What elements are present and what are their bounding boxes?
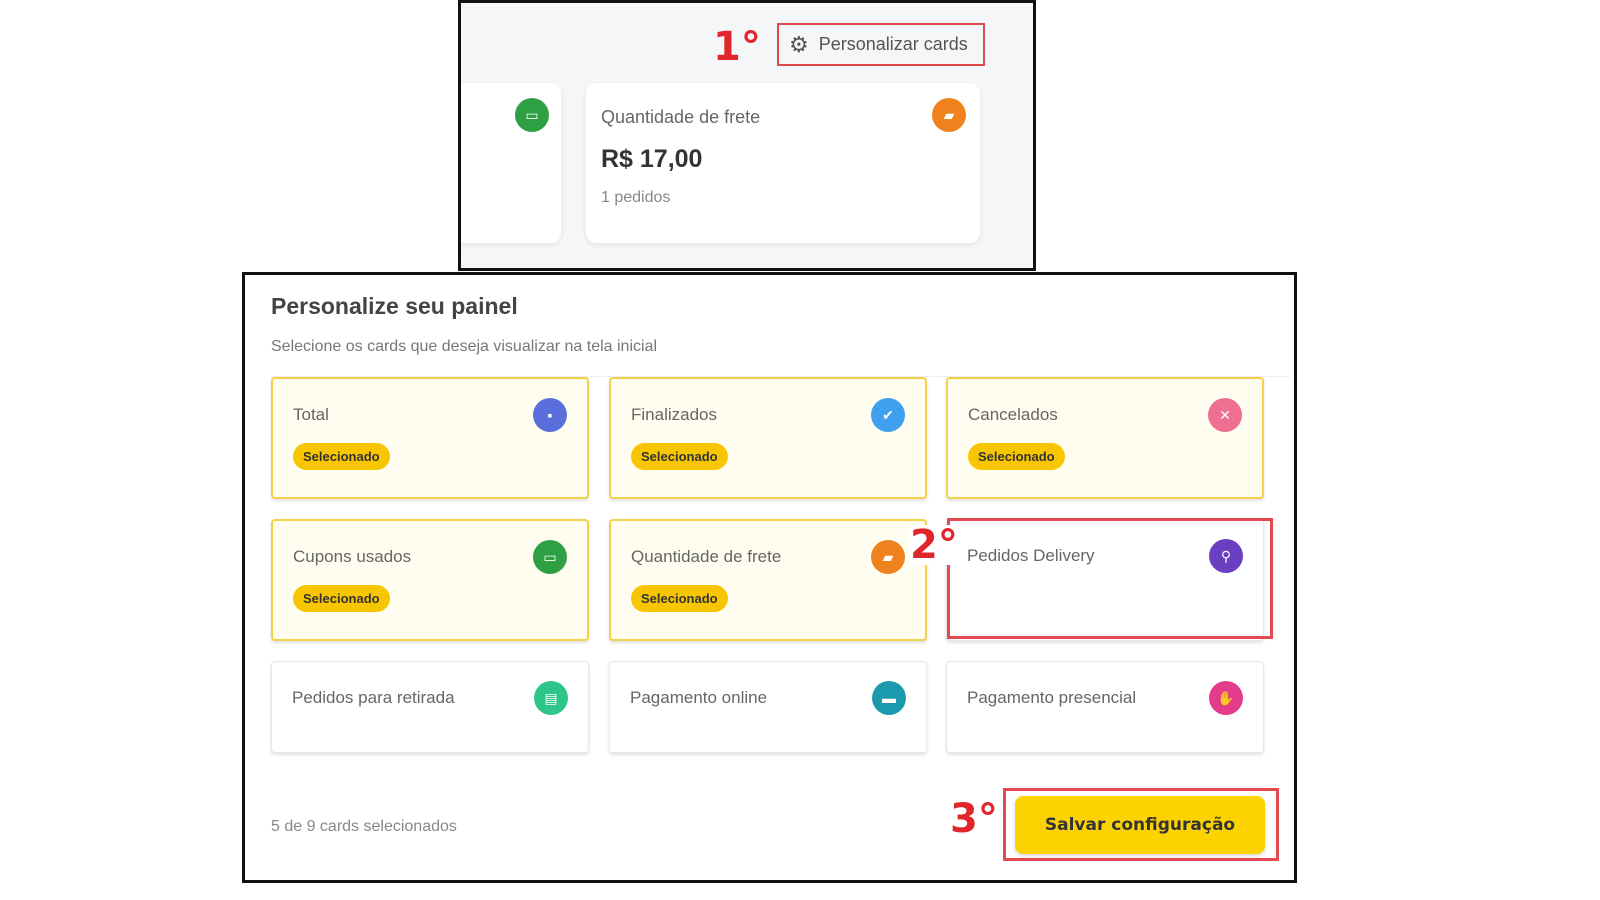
- truck-icon: ▰: [871, 540, 905, 574]
- selected-badge: Selecionado: [293, 443, 390, 470]
- ticket-icon: ▭: [515, 98, 549, 132]
- customize-cards-button[interactable]: ⚙ Personalizar cards: [777, 23, 985, 66]
- step-2-label: 2°: [909, 522, 959, 568]
- credit-card-icon: ▬: [872, 681, 906, 715]
- frete-card: Quantidade de frete ▰ R$ 17,00 1 pedidos: [586, 83, 980, 243]
- card-option[interactable]: Quantidade de frete ▰ Selecionado: [609, 519, 927, 641]
- frete-card-title: Quantidade de frete: [601, 107, 761, 127]
- card-option[interactable]: Total ▪ Selecionado: [271, 377, 589, 499]
- card-option-label: Finalizados: [631, 405, 717, 424]
- selected-count: 5 de 9 cards selecionados: [271, 818, 457, 835]
- card-option-label: Cupons usados: [293, 547, 412, 566]
- check-circle-icon: ✔: [871, 398, 905, 432]
- card-option[interactable]: Pedidos para retirada ▤: [271, 661, 589, 753]
- step-1-label: 1°: [713, 24, 761, 70]
- selected-badge: Selecionado: [631, 585, 728, 612]
- card-option-label: Pagamento presencial: [967, 688, 1137, 707]
- divider: [271, 376, 1290, 377]
- frete-card-orders: 1 pedidos: [601, 189, 671, 206]
- card-option[interactable]: Pagamento presencial ✋: [946, 661, 1264, 753]
- hand-money-icon: ✋: [1209, 681, 1243, 715]
- customize-panel-modal: Personalize seu painel Selecione os card…: [242, 272, 1297, 883]
- cancel-icon: ✕: [1208, 398, 1242, 432]
- step-2-highlight: [947, 518, 1273, 639]
- selected-badge: Selecionado: [293, 585, 390, 612]
- card-option-label: Pedidos Delivery: [967, 546, 1095, 565]
- card-option-label: Total: [293, 405, 329, 424]
- step-3-label: 3°: [950, 796, 998, 842]
- motorcycle-icon: ⚲: [1209, 539, 1243, 573]
- card-option[interactable]: Pagamento online ▬: [609, 661, 927, 753]
- truck-icon: ▰: [932, 98, 966, 132]
- save-configuration-button[interactable]: Salvar configuração: [1015, 796, 1265, 854]
- step-3-highlight: [1003, 788, 1279, 861]
- card-option[interactable]: Cancelados ✕ Selecionado: [946, 377, 1264, 499]
- ticket-icon: ▭: [533, 540, 567, 574]
- card-option-label: Quantidade de frete: [631, 547, 782, 566]
- modal-title: Personalize seu painel: [271, 293, 518, 319]
- frete-card-value: R$ 17,00: [601, 145, 703, 173]
- card-option-label: Cancelados: [968, 405, 1058, 424]
- selected-badge: Selecionado: [631, 443, 728, 470]
- selected-badge: Selecionado: [968, 443, 1065, 470]
- store-icon: ▤: [534, 681, 568, 715]
- card-option-label: Pagamento online: [630, 688, 768, 707]
- money-icon: ▪: [533, 398, 567, 432]
- customize-cards-label: Personalizar cards: [818, 34, 968, 54]
- modal-subtitle: Selecione os cards que deseja visualizar…: [271, 338, 657, 355]
- card-option[interactable]: Cupons usados ▭ Selecionado: [271, 519, 589, 641]
- gear-icon: ⚙: [789, 31, 809, 57]
- card-option[interactable]: Pedidos Delivery ⚲: [946, 519, 1264, 641]
- card-option[interactable]: Finalizados ✔ Selecionado: [609, 377, 927, 499]
- dashboard-excerpt: 1° ⚙ Personalizar cards ▭ Quantidade de …: [458, 0, 1036, 271]
- coupons-card-partial: ▭: [461, 83, 561, 243]
- card-option-label: Pedidos para retirada: [292, 688, 455, 707]
